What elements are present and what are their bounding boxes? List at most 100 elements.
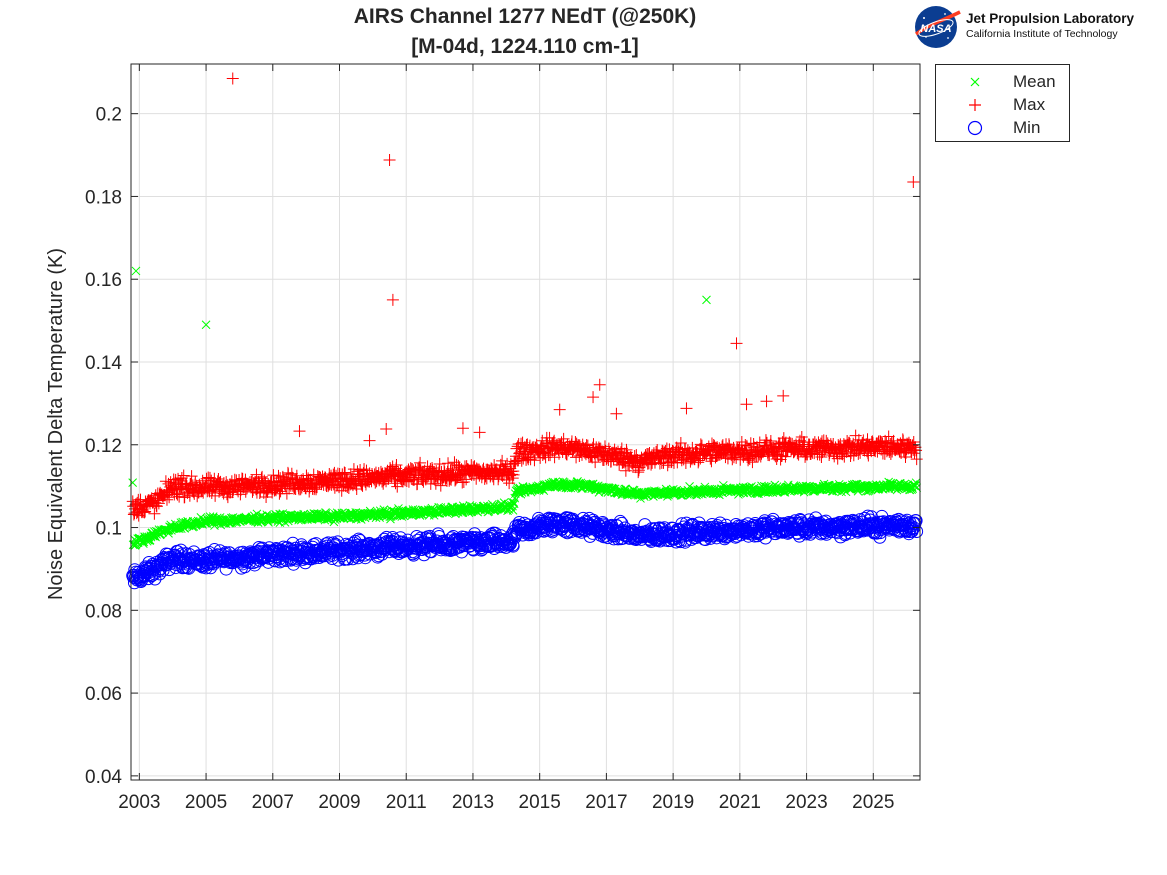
y-tick-label: 0.08 [85, 601, 122, 622]
data-point-max [680, 402, 693, 415]
data-point-min [609, 518, 623, 532]
data-point-max [205, 486, 218, 499]
circle-marker-icon [967, 120, 983, 136]
x-tick-label: 2017 [585, 792, 627, 813]
data-point-max [580, 439, 593, 452]
data-point-max [528, 454, 541, 467]
x-tick-label: 2011 [386, 792, 427, 813]
data-point-min [506, 539, 520, 553]
data-point-max [164, 476, 177, 489]
data-point-max [363, 434, 376, 447]
data-point-max [138, 506, 151, 519]
data-point-max [553, 403, 566, 416]
data-point-max [351, 465, 364, 478]
jpl-subtitle: California Institute of Technology [966, 28, 1118, 40]
data-point-max [134, 493, 147, 506]
data-point-max [499, 460, 512, 473]
data-point-max [730, 337, 743, 350]
x-tick-label: 2021 [719, 792, 761, 813]
data-point-max [909, 441, 922, 454]
data-point-max [799, 450, 812, 463]
data-point-max [267, 469, 280, 482]
data-point-max [433, 458, 446, 471]
data-point-max [779, 450, 792, 463]
data-point-max [150, 500, 163, 513]
data-point-max [262, 477, 275, 490]
data-point-max [852, 447, 865, 460]
data-point-max [593, 378, 606, 391]
jpl-logo: NASA Jet Propulsion Laboratory Californi… [912, 4, 1162, 50]
y-tick-label: 0.18 [85, 187, 122, 208]
x-tick-label: 2005 [185, 792, 227, 813]
legend-item-min: Min [936, 117, 1071, 139]
chart-title-line-1: AIRS Channel 1277 NEdT (@250K) [353, 5, 697, 28]
data-points [126, 72, 924, 590]
data-point-max [838, 450, 851, 463]
data-point-max [521, 451, 534, 464]
data-point-min [331, 553, 345, 567]
data-point-max [160, 493, 173, 506]
y-tick-label: 0.04 [85, 767, 122, 788]
data-point-max [704, 452, 717, 465]
data-point-max [740, 398, 753, 411]
nasa-meatball-icon: NASA [914, 6, 961, 48]
x-marker-icon [970, 77, 980, 87]
data-point-min [613, 514, 627, 528]
data-point-mean [139, 539, 148, 548]
data-point-max [910, 453, 923, 466]
y-axis-label: Noise Equivalent Delta Temperature (K) [45, 248, 67, 600]
data-point-max [386, 293, 399, 306]
data-point-max [382, 473, 395, 486]
data-point-max [171, 488, 184, 501]
data-point-max [473, 426, 486, 439]
data-point-max [708, 440, 721, 453]
data-point-max [152, 497, 165, 510]
x-tick-label: 2003 [118, 792, 160, 813]
data-point-max [280, 487, 293, 500]
data-point-mean [232, 517, 242, 527]
legend-item-mean: Mean [936, 71, 1071, 93]
legend-label: Max [1013, 95, 1046, 114]
data-point-max [173, 490, 186, 503]
plus-marker-icon [969, 99, 981, 111]
data-point-max [739, 439, 752, 452]
data-point-mean [459, 504, 469, 514]
data-point-max [795, 430, 808, 443]
data-point-max [496, 454, 509, 467]
data-point-max [460, 473, 473, 486]
data-point-max [837, 444, 850, 457]
legend-item-max: Max [936, 94, 1071, 116]
x-tick-label: 2007 [252, 792, 294, 813]
data-point-max [651, 443, 664, 456]
data-point-max [777, 389, 790, 402]
data-point-max [456, 422, 469, 435]
y-tick-label: 0.06 [85, 684, 122, 705]
data-point-max [360, 464, 373, 477]
x-tick-label: 2015 [519, 792, 561, 813]
data-point-max [868, 444, 881, 457]
y-tick-label: 0.14 [85, 353, 122, 374]
data-point-max [177, 469, 190, 482]
legend: Mean Max Min [935, 64, 1070, 142]
chart-title: AIRS Channel 1277 NEdT (@250K) [M-04d, 1… [130, 2, 920, 62]
data-point-max [139, 505, 152, 518]
data-point-max [434, 479, 447, 492]
data-point-max [679, 456, 692, 469]
data-point-max [341, 481, 354, 494]
data-point-min [417, 548, 431, 562]
legend-label: Mean [1013, 72, 1056, 91]
data-point-max [760, 395, 773, 408]
data-point-min [910, 525, 924, 539]
y-tick-label: 0.1 [96, 519, 122, 540]
data-point-max [266, 482, 279, 495]
data-point-max [383, 154, 396, 167]
data-point-max [587, 391, 600, 404]
data-point-max [226, 72, 239, 85]
data-point-max [274, 485, 287, 498]
data-point-max [605, 455, 618, 468]
data-point-max [619, 464, 632, 477]
data-point-max [755, 447, 768, 460]
data-point-max [148, 507, 161, 520]
data-point-max [451, 469, 464, 482]
